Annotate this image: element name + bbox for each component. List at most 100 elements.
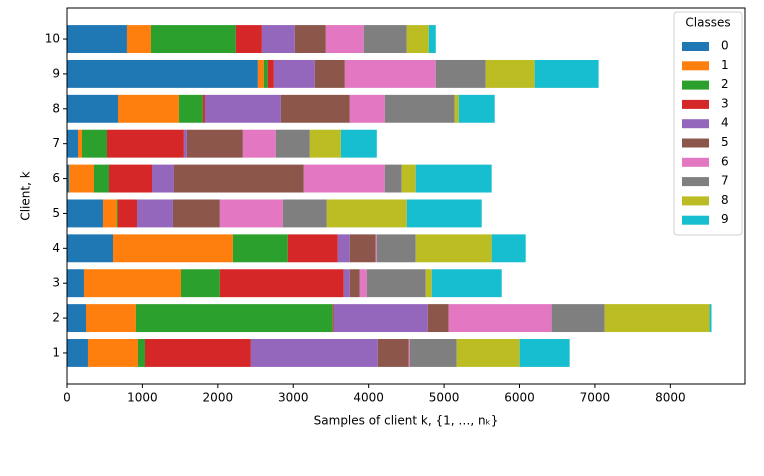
bar-segment xyxy=(67,25,127,53)
bar-segment xyxy=(332,304,334,333)
bar-segment xyxy=(519,339,570,367)
bar-segment xyxy=(326,199,407,228)
bar-segment xyxy=(363,25,407,53)
bar-segment xyxy=(425,269,432,298)
bar-segment xyxy=(415,164,492,193)
bar-segment xyxy=(67,164,70,193)
bar-segment xyxy=(83,269,181,298)
bar-segment xyxy=(534,59,599,88)
bar-segment xyxy=(349,94,385,123)
y-tick-label: 4 xyxy=(52,241,60,255)
bar-segment xyxy=(242,129,276,158)
legend-label: 2 xyxy=(721,77,729,91)
bar-segment xyxy=(458,94,495,123)
bar-segment xyxy=(454,94,459,123)
legend-swatch xyxy=(682,196,709,206)
bar-segment xyxy=(67,129,79,158)
bar-segment xyxy=(151,164,174,193)
bar-segment xyxy=(135,304,333,333)
bar-segment xyxy=(67,304,87,333)
y-tick-label: 7 xyxy=(52,136,60,150)
y-tick-label: 9 xyxy=(52,66,60,80)
bar-segment xyxy=(109,164,152,193)
bar-segment xyxy=(427,304,449,333)
x-tick-label: 6000 xyxy=(504,391,535,405)
bar-segment xyxy=(408,339,410,367)
bar-segment xyxy=(117,199,118,228)
bar-segment xyxy=(406,199,482,228)
bar-segment xyxy=(102,199,118,228)
x-tick-label: 8000 xyxy=(655,391,686,405)
bar-segment xyxy=(261,25,295,53)
legend-swatch xyxy=(682,42,709,51)
bar-segment xyxy=(325,25,364,53)
legend-title: Classes xyxy=(685,16,730,30)
legend-swatch xyxy=(682,119,709,129)
y-tick-label: 6 xyxy=(52,171,60,185)
bar-segment xyxy=(333,304,428,333)
legend-label: 1 xyxy=(721,58,729,72)
bar-segment xyxy=(93,164,110,193)
bar-segment xyxy=(456,339,520,367)
bar-segment xyxy=(551,304,605,333)
bar-segment xyxy=(314,59,345,88)
bar-segment xyxy=(340,129,377,158)
x-tick-label: 3000 xyxy=(278,391,309,405)
bar-segment xyxy=(202,94,205,123)
x-axis-label: Samples of client k, {1, …, nₖ} xyxy=(314,414,499,428)
legend-label: 4 xyxy=(721,116,729,130)
legend-swatch xyxy=(682,99,709,109)
bar-segment xyxy=(219,199,283,228)
bar-segment xyxy=(485,59,535,88)
bar-segment xyxy=(273,59,315,88)
x-tick-label: 7000 xyxy=(580,391,611,405)
bar-segment xyxy=(78,129,83,158)
bar-segment xyxy=(67,269,84,298)
bar-segment xyxy=(384,164,402,193)
legend-swatch xyxy=(682,157,709,167)
bar-segment xyxy=(82,129,107,158)
bar-segment xyxy=(435,59,486,88)
bar-segment xyxy=(366,269,426,298)
bar-segment xyxy=(172,199,220,228)
bar-segment xyxy=(136,199,173,228)
x-tick-label: 2000 xyxy=(203,391,234,405)
legend-label: 0 xyxy=(721,39,729,53)
bar-segment xyxy=(67,199,103,228)
bar-segment xyxy=(250,339,378,367)
bar-segment xyxy=(604,304,710,333)
x-tick-label: 4000 xyxy=(353,391,384,405)
bar-segment xyxy=(309,129,341,158)
bar-segment xyxy=(150,25,236,53)
bar-segment xyxy=(375,234,377,263)
legend-label: 7 xyxy=(721,174,729,188)
bar-segment xyxy=(117,94,179,123)
bar-segment xyxy=(144,339,251,367)
bar-segment xyxy=(173,164,304,193)
bar-segment xyxy=(263,59,268,88)
bar-segment xyxy=(384,94,455,123)
bar-segment xyxy=(87,339,138,367)
bar-segment xyxy=(280,94,350,123)
bar-segment xyxy=(409,339,457,367)
bar-segment xyxy=(377,339,409,367)
bar-segment xyxy=(275,129,310,158)
y-tick-label: 1 xyxy=(52,345,60,359)
y-axis-label: Client, k xyxy=(19,171,33,220)
x-tick-label: 1000 xyxy=(127,391,158,405)
bar-segment xyxy=(415,234,492,263)
legend-label: 5 xyxy=(721,135,729,149)
bar-segment xyxy=(86,304,136,333)
bar-segment xyxy=(183,129,187,158)
bar-segment xyxy=(349,269,360,298)
bar-segment xyxy=(359,269,367,298)
bar-segment xyxy=(282,199,327,228)
legend-swatch xyxy=(682,138,709,148)
legend-label: 9 xyxy=(721,212,729,226)
legend-swatch xyxy=(682,177,709,187)
bar-segment xyxy=(186,129,243,158)
y-tick-label: 3 xyxy=(52,276,60,290)
bar-segment xyxy=(376,234,416,263)
bar-segment xyxy=(204,94,281,123)
